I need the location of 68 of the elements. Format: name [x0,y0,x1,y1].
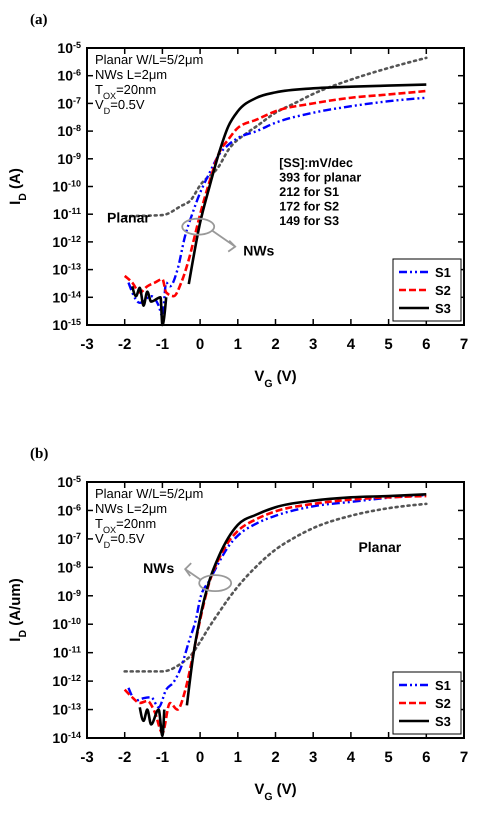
x-tick-label: 4 [346,336,356,353]
annotation: 212 for S1 [279,185,340,200]
legend-label: S2 [435,283,451,298]
x-tick-label: 2 [271,336,280,353]
annotation: Planar [107,210,150,226]
x-tick-label: 6 [422,749,430,766]
y-tick-label: 10$^{-11}$ [52,644,81,661]
chart-title: (a) [30,12,48,28]
x-tick-label: 1 [234,749,242,766]
x-tick-label: 0 [196,336,204,353]
y-tick-label: 10$^{-5}$ [57,40,81,56]
x-tick-label: -3 [80,749,94,766]
x-tick-label: -2 [118,336,132,353]
legend-label: S2 [435,696,451,711]
y-tick-label: 10$^{-7}$ [57,530,81,547]
annotation: Planar W/L=5/2μm [95,486,204,501]
annotation: T$_{OX}$=20nm [95,516,156,535]
x-axis-title: V$_{G}$ (V) [254,368,297,390]
x-tick-label: 2 [271,749,280,766]
annotation: 149 for S3 [279,214,340,228]
y-tick-label: 10$^{-6}$ [57,502,81,518]
y-tick-label: 10$^{-13}$ [52,262,81,278]
y-tick-label: 10$^{-6}$ [57,68,81,84]
chart-title: (b) [30,446,48,462]
annotation: NWs L=2μm [95,501,168,516]
x-tick-label: 3 [309,336,318,353]
legend-label: S3 [435,301,451,316]
annotation: Planar [358,539,402,555]
y-tick-label: 10$^{-9}$ [57,150,81,167]
y-tick-label: 10$^{-11}$ [52,206,81,222]
x-tick-label: 1 [234,336,242,353]
y-tick-label: 10$^{-8}$ [57,559,81,576]
y-tick-label: 10$^{-12}$ [52,234,81,250]
x-axis-title: V$_{G}$ (V) [254,781,297,803]
y-tick-label: 10$^{-14}$ [52,289,81,306]
y-tick-label: 10$^{-7}$ [57,95,81,112]
annotation: [SS]:mV/dec [279,156,353,170]
x-tick-label: 7 [460,336,468,353]
y-tick-label: 10$^{-10}$ [52,178,81,194]
y-tick-label: 10$^{-14}$ [52,730,81,746]
y-tick-label: 10$^{-5}$ [57,474,81,490]
annotation: Planar W/L=5/2μm [95,52,204,67]
annotation: 172 for S2 [279,200,340,214]
annotation: NWs [143,560,175,576]
x-tick-label: 4 [346,749,356,766]
y-tick-label: 10$^{-9}$ [57,588,81,604]
annotation: NWs L=2μm [95,67,168,82]
x-tick-label: 5 [384,749,393,766]
y-tick-label: 10$^{-10}$ [52,616,81,632]
x-tick-label: -3 [80,336,94,353]
x-tick-label: 7 [460,749,468,766]
annotation: NWs [243,242,275,259]
annotation: 393 for planar [279,170,362,185]
x-tick-label: 6 [422,336,430,353]
annotation: T$_{OX}$=20nm [95,82,156,101]
legend-label: S1 [435,678,451,693]
legend-label: S1 [435,265,451,280]
x-tick-label: 0 [196,749,204,766]
y-tick-label: 10$^{-8}$ [57,123,81,140]
x-tick-label: -1 [156,749,170,766]
y-tick-label: 10$^{-13}$ [52,702,81,718]
legend-label: S3 [435,714,451,729]
x-tick-label: -2 [118,749,132,766]
x-tick-label: 5 [384,336,393,353]
x-tick-label: -1 [156,336,170,353]
y-tick-label: 10$^{-12}$ [52,673,81,690]
y-tick-label: 10$^{-15}$ [52,317,81,333]
x-tick-label: 3 [309,749,318,766]
